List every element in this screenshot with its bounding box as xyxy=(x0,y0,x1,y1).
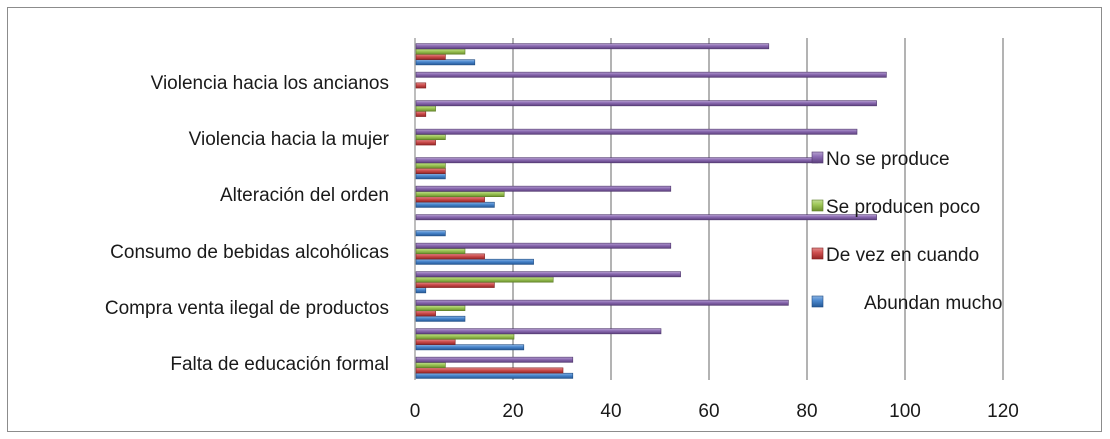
bar xyxy=(415,344,525,351)
bar xyxy=(415,59,476,66)
legend-label: De vez en cuando xyxy=(826,245,979,266)
y-tick-label: Alteración del orden xyxy=(220,185,389,206)
bar xyxy=(415,82,427,89)
bar xyxy=(415,173,446,180)
bar xyxy=(415,134,446,140)
x-tick-label: 20 xyxy=(502,401,523,422)
x-tick-label: 40 xyxy=(600,401,621,422)
bar xyxy=(415,328,662,335)
bar xyxy=(415,282,495,288)
bar xyxy=(415,356,574,363)
bar xyxy=(415,105,436,112)
bar xyxy=(415,242,672,249)
bar xyxy=(415,201,495,208)
bar xyxy=(415,54,446,60)
bar xyxy=(415,271,681,278)
bar xyxy=(415,157,819,164)
legend-label: Abundan mucho xyxy=(864,293,1002,314)
bar xyxy=(415,230,446,237)
y-tick-label: Violencia hacia la mujer xyxy=(189,129,390,150)
bar xyxy=(415,196,485,203)
x-tick-label: 100 xyxy=(889,401,921,422)
bar xyxy=(415,310,436,317)
x-tick-label: 120 xyxy=(987,401,1019,422)
legend-label: No se produce xyxy=(826,149,950,170)
x-tick-label: 80 xyxy=(796,401,817,422)
bar xyxy=(415,305,466,311)
bar xyxy=(415,191,505,197)
x-tick-label: 0 xyxy=(410,401,421,422)
bar xyxy=(415,168,446,174)
bar xyxy=(415,43,770,50)
legend-swatch xyxy=(811,295,824,308)
bar xyxy=(415,128,858,135)
legend-label: Se producen poco xyxy=(826,197,980,218)
legend-swatch xyxy=(811,199,824,212)
bar xyxy=(415,339,456,345)
y-tick-label: Compra venta ilegal de productos xyxy=(105,298,389,319)
bar xyxy=(415,372,574,379)
bar xyxy=(415,139,436,146)
x-tick-label: 60 xyxy=(698,401,719,422)
legend-swatch xyxy=(811,151,824,164)
bar xyxy=(415,253,485,260)
bar xyxy=(415,362,446,368)
bar xyxy=(415,258,534,265)
bar xyxy=(415,185,672,192)
bar xyxy=(415,315,466,322)
bar xyxy=(415,214,877,221)
y-tick-label: Falta de educación formal xyxy=(170,354,389,375)
bar xyxy=(415,248,466,254)
bar xyxy=(415,162,446,169)
bar xyxy=(415,111,427,117)
y-tick-label: Violencia hacia los ancianos xyxy=(151,73,389,94)
bar xyxy=(415,276,554,283)
bar xyxy=(415,71,887,78)
bar xyxy=(415,367,564,374)
legend-swatch xyxy=(811,247,824,260)
bar xyxy=(415,48,466,55)
bar xyxy=(415,287,427,294)
bar xyxy=(415,100,877,107)
bar xyxy=(415,333,515,340)
y-tick-label: Consumo de bebidas alcohólicas xyxy=(110,242,389,263)
bar xyxy=(415,299,789,306)
